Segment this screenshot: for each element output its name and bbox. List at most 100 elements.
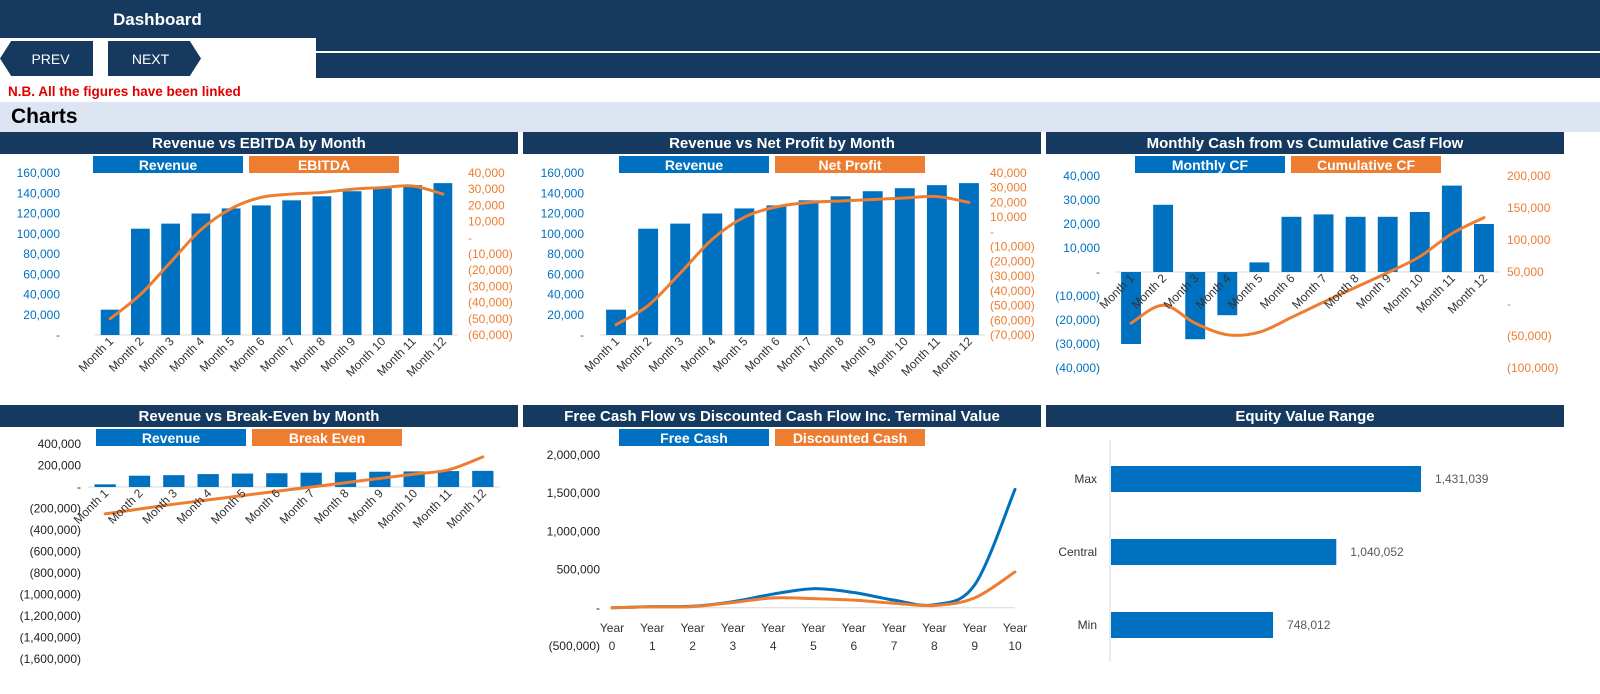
chart1-bar bbox=[433, 183, 453, 335]
chart5-category-label: 4 bbox=[770, 639, 777, 653]
chart2-left-tick: 140,000 bbox=[541, 186, 585, 200]
chart5-category-label: 2 bbox=[689, 639, 696, 653]
chart4-bar bbox=[94, 484, 116, 487]
chart2-bar bbox=[862, 191, 883, 335]
section-title: Charts bbox=[11, 105, 78, 128]
chart5-category-label: 9 bbox=[971, 639, 978, 653]
chart2-bar bbox=[670, 223, 691, 335]
chart4-bar bbox=[197, 474, 219, 487]
chart2-bar bbox=[926, 185, 947, 335]
chart2-right-tick: - bbox=[990, 225, 994, 239]
chart4-left-tick: - bbox=[77, 480, 81, 494]
chart1-right-tick: (60,000) bbox=[468, 328, 513, 342]
chart2-bar bbox=[830, 196, 851, 335]
chart6-value-label: 748,012 bbox=[1287, 618, 1331, 632]
chart3-left-tick: - bbox=[1096, 265, 1100, 279]
chart3-right-tick: (100,000) bbox=[1507, 361, 1558, 375]
chart1-right-tick: 40,000 bbox=[468, 166, 505, 180]
chart1-bar bbox=[372, 188, 392, 335]
chart3-title: Monthly Cash from vs Cumulative Casf Flo… bbox=[1046, 132, 1564, 154]
chart1-left-tick: - bbox=[56, 328, 60, 342]
chart1-bar bbox=[312, 196, 332, 335]
chart5-category-label: Year bbox=[922, 621, 946, 635]
chart5-category-label: 5 bbox=[810, 639, 817, 653]
chart3-left-tick: (20,000) bbox=[1055, 313, 1100, 327]
chart6-value-label: 1,431,039 bbox=[1435, 472, 1489, 486]
chart1-right-tick: 20,000 bbox=[468, 198, 505, 212]
chart1-right-tick: (40,000) bbox=[468, 296, 513, 310]
chart4-title: Revenue vs Break-Even by Month bbox=[0, 405, 518, 427]
chart3-right-tick: 50,000 bbox=[1507, 265, 1544, 279]
chart2-left-tick: 80,000 bbox=[547, 247, 584, 261]
chart2-right-tick: 20,000 bbox=[990, 195, 1027, 209]
chart1-bar bbox=[130, 228, 150, 335]
chart3-left-tick: (40,000) bbox=[1055, 361, 1100, 375]
chart1-right-tick: (20,000) bbox=[468, 263, 513, 277]
chart3-left-tick: 10,000 bbox=[1063, 241, 1100, 255]
chart3-bar bbox=[1121, 272, 1141, 344]
chart1-legend-ebitda: EBITDA bbox=[249, 156, 399, 173]
chart5-left-tick: 2,000,000 bbox=[547, 448, 601, 462]
chart3-bar bbox=[1409, 212, 1430, 272]
chart5-category-label: Year bbox=[680, 621, 704, 635]
next-button[interactable]: NEXT bbox=[108, 41, 201, 76]
app-title: Dashboard bbox=[113, 10, 202, 29]
chart1-right-tick: 30,000 bbox=[468, 182, 505, 196]
header-divider bbox=[316, 51, 1600, 53]
chart4-left-tick: (1,600,000) bbox=[20, 652, 81, 666]
chart3-bar bbox=[1377, 216, 1398, 272]
chart2-bar bbox=[606, 309, 626, 335]
chart3-bar bbox=[1249, 262, 1270, 272]
chart4-bar bbox=[266, 473, 288, 487]
chart4-left-tick: (1,200,000) bbox=[20, 609, 81, 623]
chart5-line-0 bbox=[610, 487, 1017, 610]
chart1-bar bbox=[161, 223, 181, 335]
chart1-right-tick: (50,000) bbox=[468, 312, 513, 326]
chart3-left-tick: (30,000) bbox=[1055, 337, 1100, 351]
chart2-right-tick: (30,000) bbox=[990, 269, 1035, 283]
chart2-left-tick: 100,000 bbox=[541, 227, 585, 241]
chart2-left-tick: 160,000 bbox=[541, 166, 585, 180]
chart2-bar bbox=[894, 188, 915, 335]
chart3-right-tick: - bbox=[1507, 297, 1511, 311]
chart1-right-tick: (30,000) bbox=[468, 279, 513, 293]
chart5-category-label: 10 bbox=[1008, 639, 1022, 653]
chart6-category-label: Central bbox=[1058, 545, 1097, 559]
chart3-bar bbox=[1313, 214, 1334, 272]
prev-button[interactable]: PREV bbox=[0, 41, 93, 76]
chart4-bar bbox=[128, 475, 151, 487]
chart2-right-tick: 30,000 bbox=[990, 181, 1027, 195]
chart6-bar bbox=[1111, 539, 1337, 565]
chart3-bar bbox=[1345, 216, 1366, 272]
chart5-line-1 bbox=[610, 570, 1017, 610]
chart5-category-label: Year bbox=[721, 621, 745, 635]
chart5-left-tick: 1,500,000 bbox=[547, 486, 601, 500]
chart3-bar bbox=[1185, 272, 1206, 340]
chart3-left-tick: 20,000 bbox=[1063, 217, 1100, 231]
chart3-right-tick: 150,000 bbox=[1507, 201, 1551, 215]
charts-section-band: Charts bbox=[0, 102, 1600, 132]
chart2-bar bbox=[959, 183, 979, 335]
chart4-left-tick: (200,000) bbox=[30, 502, 81, 516]
chart1-bar bbox=[403, 185, 423, 335]
chart5-category-label: 8 bbox=[931, 639, 938, 653]
chart4-category-label: Month 3 bbox=[139, 486, 180, 527]
chart3-bar bbox=[1281, 216, 1302, 272]
chart2-line-1 bbox=[614, 194, 971, 327]
chart1-left-tick: 100,000 bbox=[17, 227, 61, 241]
chart4-bar bbox=[231, 473, 254, 487]
chart4-line-1 bbox=[103, 455, 485, 516]
chart5-category-label: 1 bbox=[649, 639, 656, 653]
chart3-left-tick: (10,000) bbox=[1055, 289, 1100, 303]
chart3-bar bbox=[1153, 204, 1174, 272]
chart1-bar bbox=[191, 213, 211, 335]
chart1-left-tick: 60,000 bbox=[23, 267, 60, 281]
chart1-right-tick: (10,000) bbox=[468, 247, 513, 261]
chart2-title: Revenue vs Net Profit by Month bbox=[523, 132, 1041, 154]
chart5-category-label: 0 bbox=[609, 639, 616, 653]
chart4-category-label: Month 8 bbox=[311, 486, 352, 527]
chart4-category-label: Month 2 bbox=[105, 486, 146, 527]
chart1-left-tick: 40,000 bbox=[23, 288, 60, 302]
chart6-category-label: Min bbox=[1078, 618, 1097, 632]
chart2-bar bbox=[638, 228, 659, 335]
